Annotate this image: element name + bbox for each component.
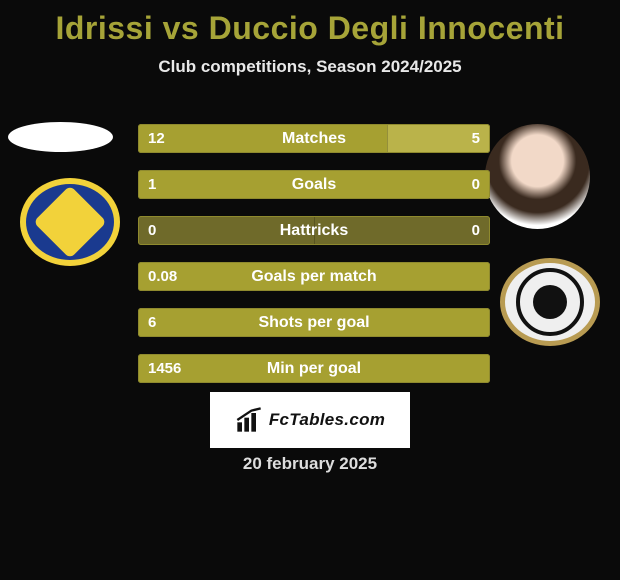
stat-value-left: 1 (148, 170, 156, 199)
stat-value-left: 0.08 (148, 262, 177, 291)
club-left-badge-inner (33, 185, 107, 259)
stat-value-right: 0 (472, 170, 480, 199)
stat-row: 10Goals (138, 170, 490, 199)
stat-bar-track (138, 216, 490, 245)
stat-value-left: 6 (148, 308, 156, 337)
stat-row: 125Matches (138, 124, 490, 153)
club-right-badge (500, 258, 600, 346)
stat-row: 0.08Goals per match (138, 262, 490, 291)
stat-bar-left (138, 170, 489, 199)
stat-bar-right (489, 262, 490, 291)
stat-bar-track (138, 170, 490, 199)
stat-value-left: 1456 (148, 354, 181, 383)
stat-bar-left (138, 216, 314, 245)
stat-value-left: 12 (148, 124, 165, 153)
page-subtitle: Club competitions, Season 2024/2025 (0, 57, 620, 77)
stat-row: 6Shots per goal (138, 308, 490, 337)
stat-bar-right (489, 170, 490, 199)
chart-icon (235, 406, 263, 434)
page-title: Idrissi vs Duccio Degli Innocenti (0, 0, 620, 47)
stat-bar-left (138, 262, 489, 291)
player-left-avatar (8, 122, 113, 152)
stat-value-left: 0 (148, 216, 156, 245)
stat-bar-track (138, 124, 490, 153)
stat-value-right: 0 (472, 216, 480, 245)
stat-bar-track (138, 308, 490, 337)
club-right-badge-ring (516, 268, 584, 336)
comparison-chart: 125Matches10Goals00Hattricks0.08Goals pe… (138, 124, 490, 400)
stat-row: 00Hattricks (138, 216, 490, 245)
stat-row: 1456Min per goal (138, 354, 490, 383)
stat-bar-left (138, 308, 489, 337)
stat-bar-left (138, 354, 489, 383)
branding-text: FcTables.com (269, 410, 385, 430)
club-left-badge (20, 178, 120, 266)
stat-bar-track (138, 262, 490, 291)
stat-bar-right (489, 308, 490, 337)
club-right-badge-core (533, 285, 567, 319)
player-right-avatar (485, 124, 590, 229)
stat-value-right: 5 (472, 124, 480, 153)
stat-bar-track (138, 354, 490, 383)
stat-bar-right (314, 216, 490, 245)
stat-bar-right (489, 354, 490, 383)
branding-badge: FcTables.com (210, 392, 410, 448)
footer-date: 20 february 2025 (0, 454, 620, 474)
stat-bar-left (138, 124, 387, 153)
